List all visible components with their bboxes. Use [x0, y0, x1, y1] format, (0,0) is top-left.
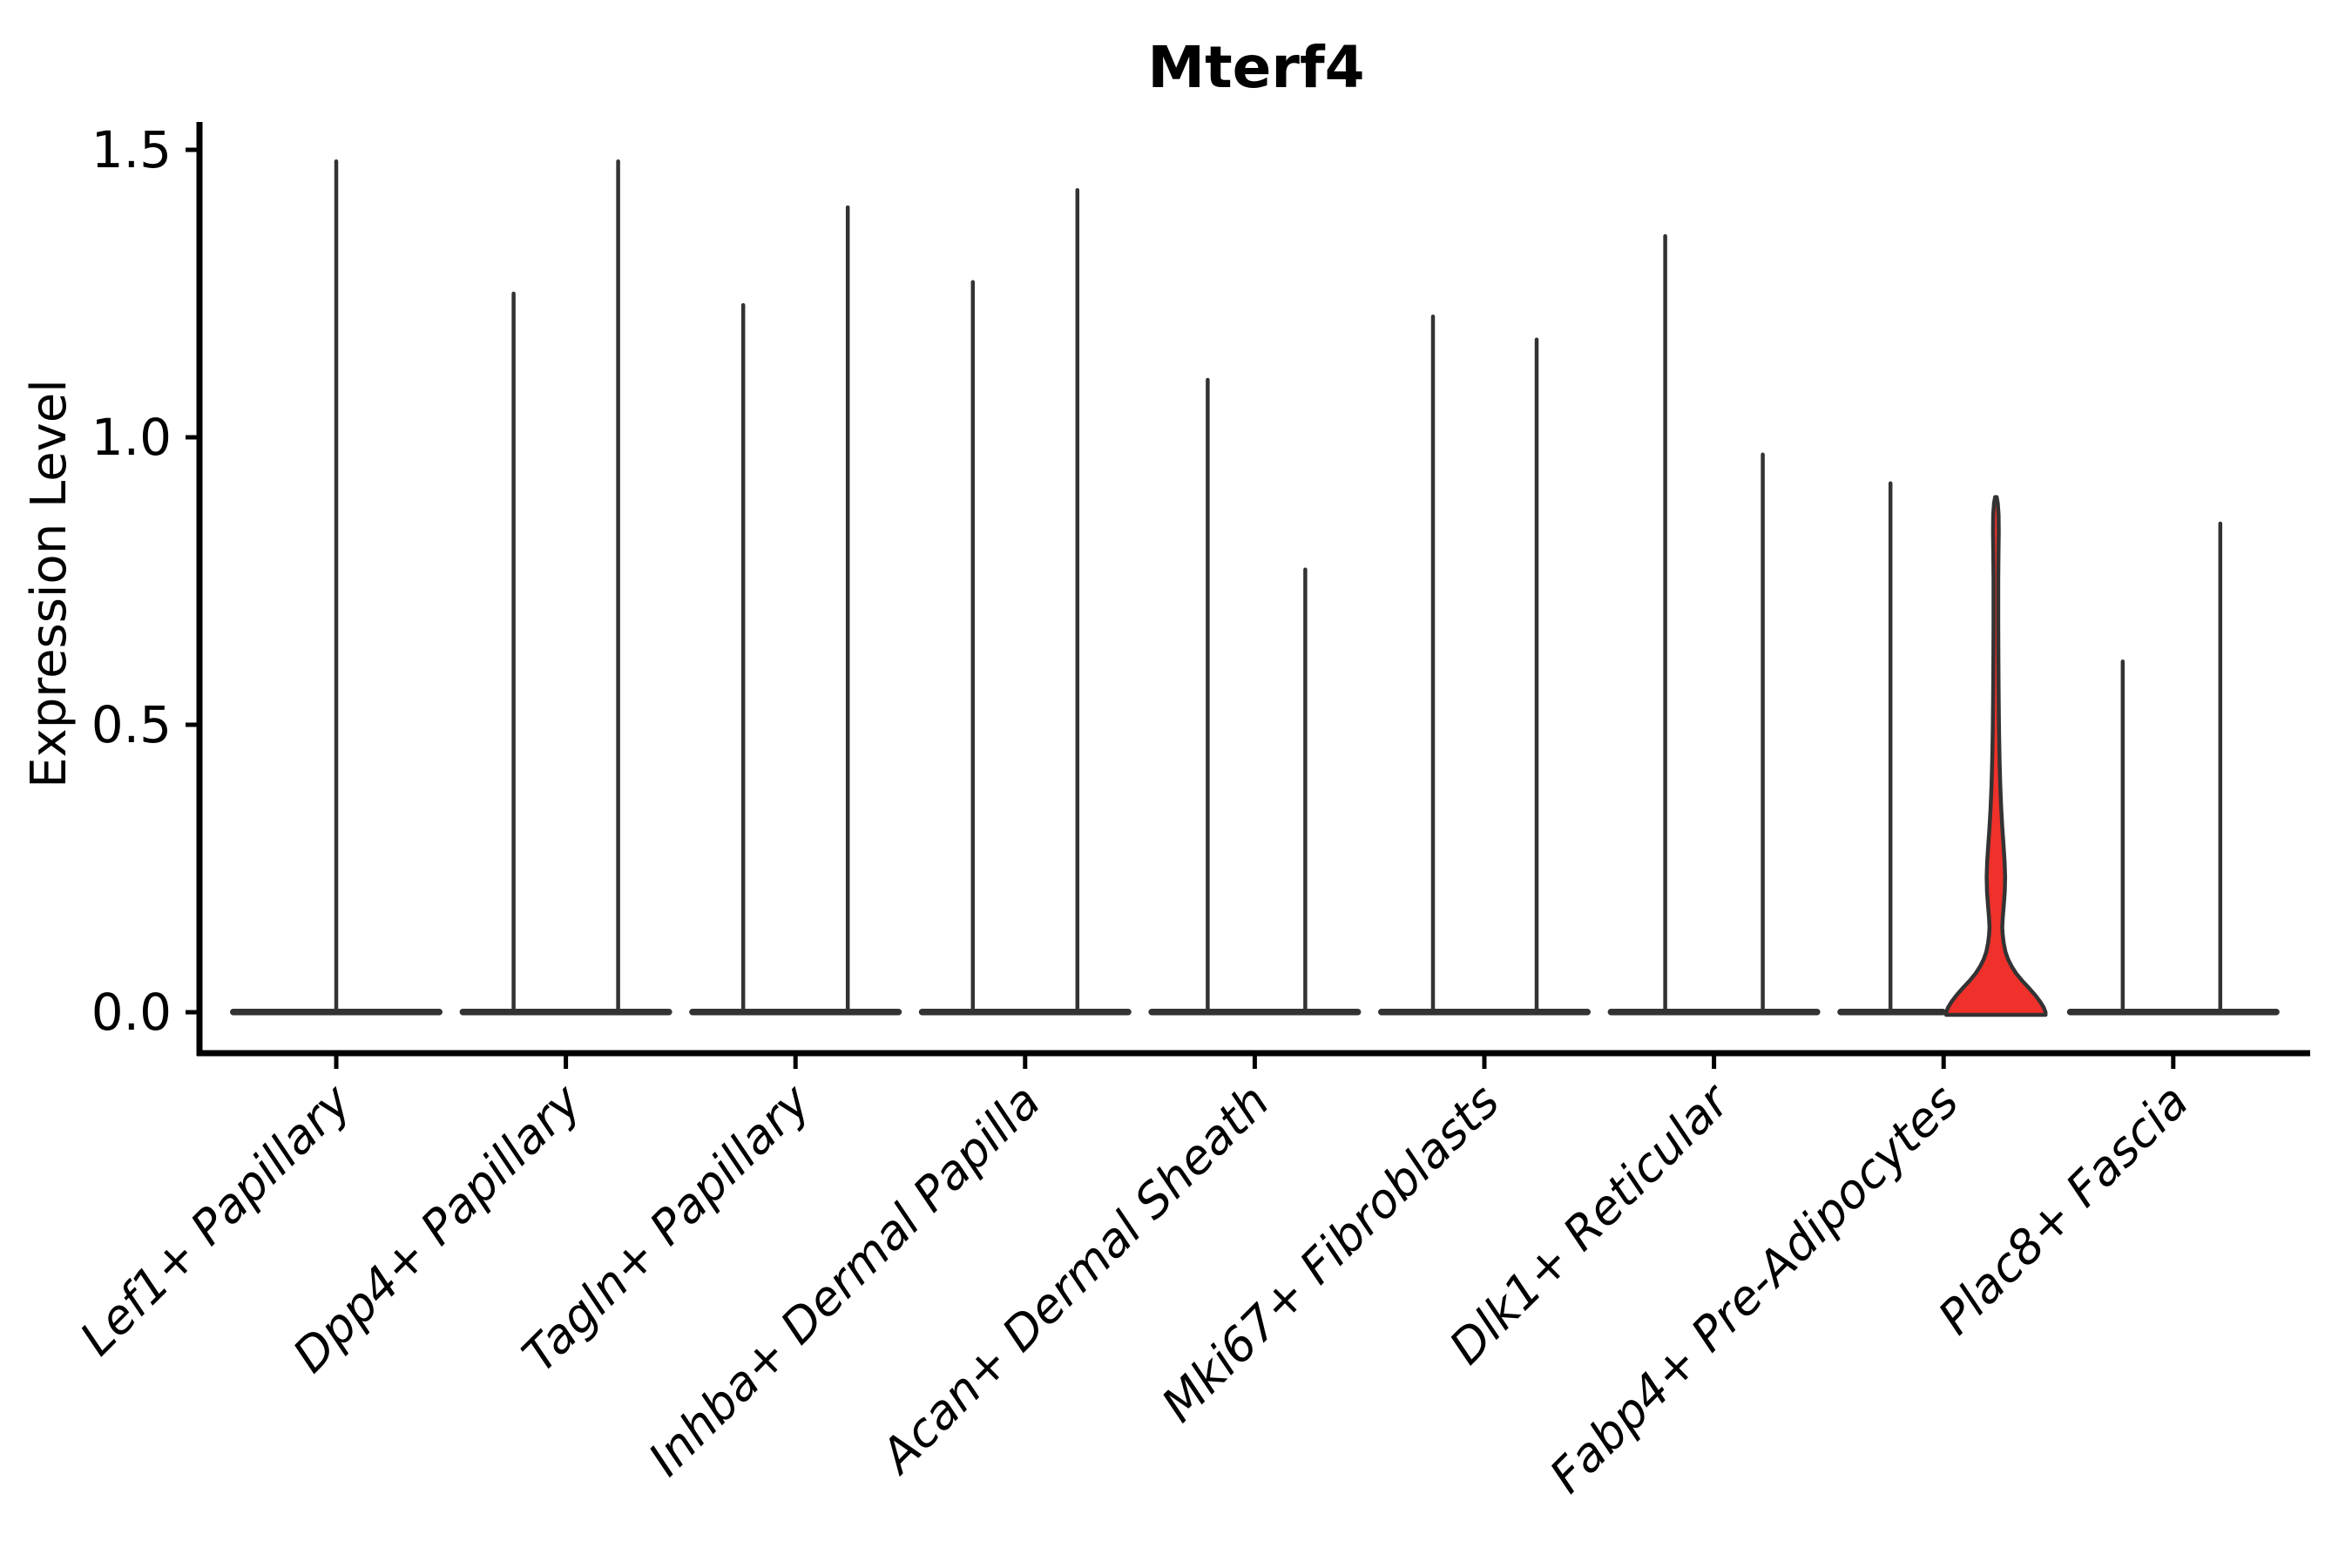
- violin-base: [459, 1009, 672, 1016]
- violin-base: [1378, 1009, 1591, 1016]
- violin-group: [918, 187, 1132, 1016]
- y-axis-label: Expression Level: [21, 379, 78, 788]
- x-tick-label: Fabp4+ Pre-Adipocytes: [1539, 1074, 1969, 1504]
- highlight-violin: [1943, 495, 2048, 1017]
- y-tick-label: 0.5: [91, 695, 172, 754]
- violin-group: [230, 159, 443, 1016]
- x-tick-labels: Lef1+ Papillary Dpp4+ Papillary Tagln+ P…: [70, 1072, 2199, 1504]
- violin-group: [1378, 314, 1591, 1016]
- chart-title: Mterf4: [1147, 34, 1364, 101]
- violin-group: [1148, 377, 1362, 1016]
- y-tick-labels: 1.5 1.0 0.5 0.0: [91, 120, 172, 1042]
- violin-group: [1607, 233, 1821, 1016]
- violin-group: [689, 205, 902, 1016]
- y-tick-label: 1.5: [91, 120, 172, 179]
- violin-group: [459, 159, 672, 1016]
- violin-base: [1148, 1009, 1362, 1016]
- violin-group: [2066, 521, 2280, 1016]
- violin-base: [918, 1009, 1132, 1016]
- violin-group: [1837, 481, 2048, 1017]
- violins: [230, 159, 2280, 1017]
- x-tick-label: Plac8+ Fascia: [1928, 1074, 2199, 1345]
- x-tick-label: Inhba+ Dermal Papilla: [638, 1074, 1051, 1487]
- violin-base: [2066, 1009, 2280, 1016]
- x-tick-label: Acan+ Dermal Sheath: [868, 1074, 1280, 1485]
- tick-marks: [186, 147, 2176, 1069]
- violin-base: [689, 1009, 902, 1016]
- violin-base: [1837, 1009, 1947, 1016]
- axes-spines: [196, 122, 2310, 1057]
- y-tick-label: 1.0: [91, 408, 172, 467]
- y-tick-label: 0.0: [91, 983, 172, 1042]
- violin-base: [1607, 1009, 1821, 1016]
